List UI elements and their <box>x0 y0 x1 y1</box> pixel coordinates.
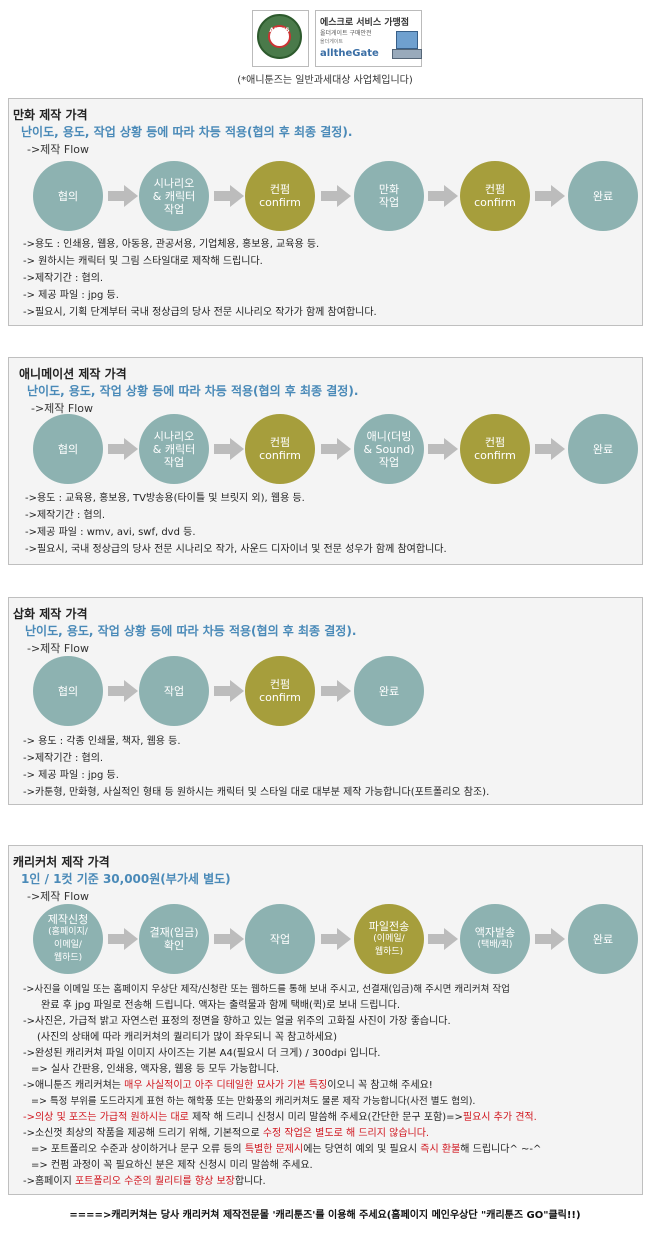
info-line: ->제공 파일 : wmv, avi, swf, dvd 등. <box>25 527 196 538</box>
escrow-service-badge[interactable]: 에스크로 서비스 가맹점 올더게이트 구매안전 올더게이트 alltheGate <box>315 10 422 67</box>
tax-notice: (*애니툰즈는 일반과세대상 사업체입니다) <box>237 75 413 86</box>
flow-step: 완료 <box>568 904 638 974</box>
info-line: ->필요시, 기획 단계부터 국내 정상급의 당사 전문 시나리오 작가가 함께… <box>23 307 377 318</box>
flow-step: 컨펌 confirm <box>245 656 315 726</box>
info-line: -> 제공 파일 : jpg 등. <box>23 290 119 301</box>
right-arrow-icon <box>214 438 244 460</box>
badge-subtitle: 올더게이트 구매안전 <box>320 30 372 37</box>
right-arrow-icon <box>321 680 351 702</box>
right-arrow-icon <box>428 185 458 207</box>
section-title: 애니메이션 제작 가격 <box>19 367 127 381</box>
flow-label: ->제작 Flow <box>27 642 90 655</box>
right-arrow-icon <box>214 185 244 207</box>
info-line: ->필요시, 국내 정상급의 당사 전문 시나리오 작가, 사운드 디자이너 및… <box>25 544 447 555</box>
flow-step: 완료 <box>354 656 424 726</box>
right-arrow-icon <box>108 185 138 207</box>
flow-step: 협의 <box>33 161 103 231</box>
right-arrow-icon <box>214 928 244 950</box>
flow-step: 애니(더빙 & Sound) 작업 <box>354 414 424 484</box>
flow-step: 액자발송 (택배/퀵) <box>460 904 530 974</box>
right-arrow-icon <box>535 928 565 950</box>
flow-step: 컨펌 confirm <box>460 161 530 231</box>
flow-label: ->제작 Flow <box>27 890 90 903</box>
info-line: ->용도 : 인쇄용, 웹용, 아동용, 관공서용, 기업체용, 홍보용, 교육… <box>23 239 320 250</box>
badge-title: 에스크로 서비스 가맹점 <box>320 18 410 28</box>
section-subtitle: 난이도, 용도, 작업 상황 등에 따라 차등 적용(협의 후 최종 결정). <box>27 384 359 398</box>
info-line: ->사진을 이메일 또는 홈페이지 우상단 제작/신청란 또는 웹하드를 통해 … <box>23 984 510 995</box>
info-line: -> 용도 : 각종 인쇄물, 책자, 웹용 등. <box>23 736 181 747</box>
right-arrow-icon <box>214 680 244 702</box>
right-arrow-icon <box>321 438 351 460</box>
section-illustration: 삽화 제작 가격 난이도, 용도, 작업 상황 등에 따라 차등 적용(협의 후… <box>8 597 643 805</box>
flow-step: 작업 <box>139 656 209 726</box>
flow-step: 시나리오 & 캐릭터 작업 <box>139 161 209 231</box>
section-subtitle: 난이도, 용도, 작업 상황 등에 따라 차등 적용(협의 후 최종 결정). <box>21 125 353 139</box>
info-line: => 포트폴리오 수준과 상이하거나 문구 오류 등의 특별한 문제시에는 당연… <box>31 1144 542 1155</box>
info-line: ->소신껏 최상의 작품을 제공해 드리기 위해, 기본적으로 수정 작업은 별… <box>23 1128 430 1139</box>
badge-subtitle-2: 올더게이트 <box>320 39 344 45</box>
info-line: ->제작기간 : 협의. <box>23 273 104 284</box>
info-line: -> 제공 파일 : jpg 등. <box>23 770 119 781</box>
info-line: ->완성된 캐리커쳐 파일 이미지 사이즈는 기본 A4(필요시 더 크게) /… <box>23 1048 381 1059</box>
section-animation: 애니메이션 제작 가격 난이도, 용도, 작업 상황 등에 따라 차등 적용(협… <box>8 357 643 565</box>
right-arrow-icon <box>321 185 351 207</box>
flow-step: 시나리오 & 캐릭터 작업 <box>139 414 209 484</box>
info-line: ->홈페이지 포트폴리오 수준의 퀄리티를 향상 보장합니다. <box>23 1176 266 1187</box>
flow-step: 완료 <box>568 414 638 484</box>
info-line: => 실사 간판용, 인쇄용, 액자용, 웹용 등 모두 가능합니다. <box>31 1064 280 1075</box>
info-line: ->제작기간 : 협의. <box>23 753 104 764</box>
info-line: ->사진은, 가급적 밝고 자연스런 표정의 정면을 향하고 있는 얼굴 위주의… <box>23 1016 451 1027</box>
right-arrow-icon <box>108 928 138 950</box>
info-line: -> 원하시는 캐릭터 및 그림 스타일대로 제작해 드립니다. <box>23 256 263 267</box>
flow-step: 협의 <box>33 656 103 726</box>
info-line: (사진의 상태에 따라 캐리커쳐의 퀄리티가 많이 좌우되니 꼭 참고하세요) <box>37 1032 338 1043</box>
right-arrow-icon <box>535 438 565 460</box>
right-arrow-icon <box>428 928 458 950</box>
badge-brand: alltheGate <box>320 48 379 59</box>
section-title: 삽화 제작 가격 <box>13 607 88 621</box>
section-subtitle: 1인 / 1컷 기준 30,000원(부가세 별도) <box>21 872 231 886</box>
info-line: ->카툰형, 만화형, 사실적인 형태 등 원하시는 캐릭터 및 스타일 대로 … <box>23 787 490 798</box>
right-arrow-icon <box>428 438 458 460</box>
section-comic: 만화 제작 가격 난이도, 용도, 작업 상황 등에 따라 차등 적용(협의 후… <box>8 98 643 326</box>
info-line: 완료 후 jpg 파일로 전송해 드립니다. 액자는 출력물과 함께 택배(퀵)… <box>41 1000 400 1011</box>
flow-step: 만화 작업 <box>354 161 424 231</box>
computer-icon <box>396 31 418 49</box>
flow-step: 파일전송 (이메일/ 웹하드) <box>354 904 424 974</box>
flow-step: 완료 <box>568 161 638 231</box>
flow-step: 컨펌 confirm <box>245 161 315 231</box>
section-caricature: 캐리커처 제작 가격 1인 / 1컷 기준 30,000원(부가세 별도) ->… <box>8 845 643 1195</box>
flow-step: 컨펌 confirm <box>460 414 530 484</box>
right-arrow-icon <box>108 680 138 702</box>
escrow-seal-icon: AEGIS <box>257 14 302 59</box>
info-line: ->제작기간 : 협의. <box>25 510 106 521</box>
info-line: ->의상 및 포즈는 가급적 원하시는 대로 제작 해 드리니 신청시 미리 말… <box>23 1112 537 1123</box>
keyboard-icon <box>392 49 422 59</box>
flow-step: 제작신청 (홈페이지/ 이메일/ 웹하드) <box>33 904 103 974</box>
info-line: => 특정 부위를 도드라지게 표현 하는 해학풍 또는 만화풍의 캐리커쳐도 … <box>31 1096 476 1107</box>
flow-step: 협의 <box>33 414 103 484</box>
footer-note: ====>캐리커쳐는 당사 캐리커쳐 제작전문몰 '캐리툰즈'를 이용해 주세요… <box>69 1210 581 1221</box>
flow-step: 컨펌 confirm <box>245 414 315 484</box>
section-title: 만화 제작 가격 <box>13 108 88 122</box>
flow-label: ->제작 Flow <box>31 402 94 415</box>
right-arrow-icon <box>321 928 351 950</box>
section-title: 캐리커처 제작 가격 <box>13 855 110 869</box>
info-line: ->용도 : 교육용, 홍보용, TV방송용(타이틀 및 브릿지 외), 웹용 … <box>25 493 305 504</box>
section-subtitle: 난이도, 용도, 작업 상황 등에 따라 차등 적용(협의 후 최종 결정). <box>25 624 357 638</box>
info-line: => 컨펌 과정이 꼭 필요하신 분은 제작 신청시 미리 말씀해 주세요. <box>31 1160 313 1171</box>
escrow-seal-badge[interactable]: AEGIS <box>252 10 309 67</box>
info-line: ->애니툰즈 캐리커쳐는 매우 사실적이고 아주 디테일한 묘사가 기본 특징이… <box>23 1080 433 1091</box>
right-arrow-icon <box>535 185 565 207</box>
flow-step: 결재(입금) 확인 <box>139 904 209 974</box>
flow-label: ->제작 Flow <box>27 143 90 156</box>
flow-step: 작업 <box>245 904 315 974</box>
right-arrow-icon <box>108 438 138 460</box>
